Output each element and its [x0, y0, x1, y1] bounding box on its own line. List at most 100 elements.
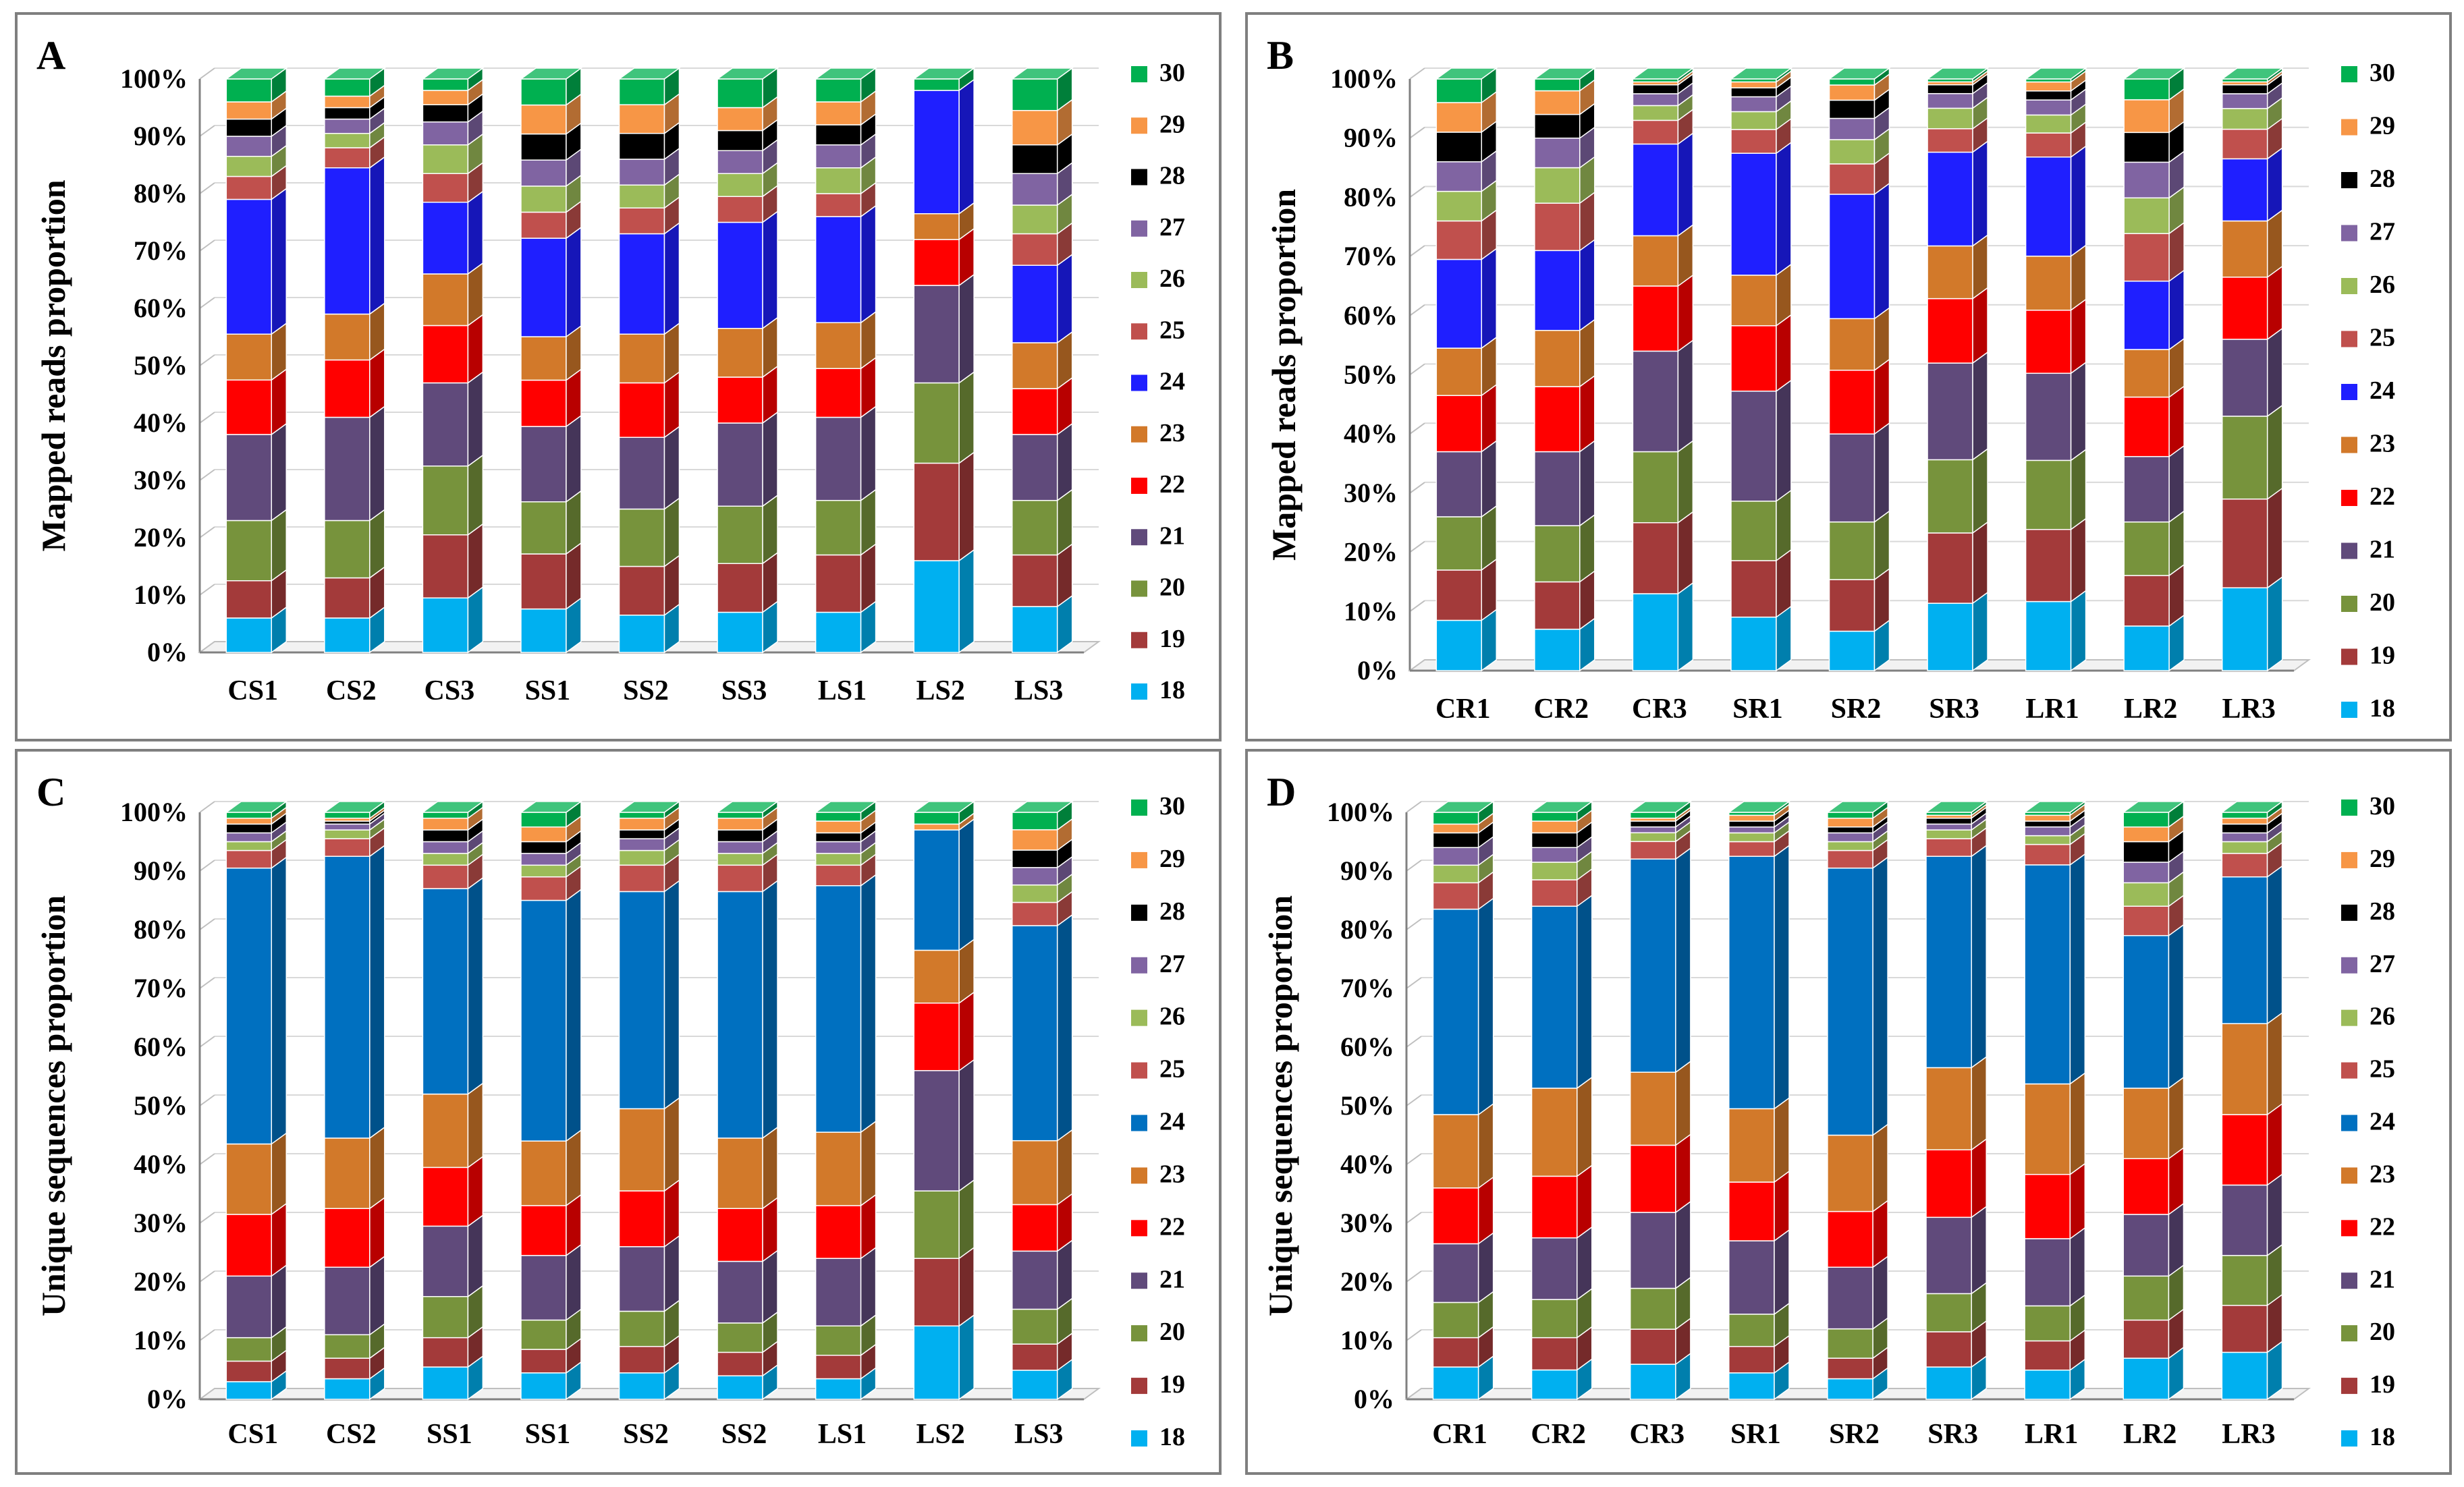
chart-a-legend-swatch — [1131, 478, 1147, 494]
chart-a-gridline-depth — [199, 469, 215, 481]
chart-a-bar-face — [324, 167, 371, 315]
chart-a-bar-face — [815, 322, 862, 369]
chart-c-bar-top — [912, 801, 976, 813]
chart-b-bar-face — [1534, 581, 1581, 630]
chart-d-bar-segment — [1531, 1076, 1593, 1177]
chart-a-legend-swatch — [1131, 683, 1147, 700]
chart-d-bar-face — [2123, 1357, 2170, 1400]
chart-c-legend-label: 24 — [1159, 1108, 1185, 1136]
chart-c-bar-face — [913, 1003, 960, 1071]
chart-b-bar-segment — [1730, 489, 1792, 562]
chart-c-legend-label: 25 — [1159, 1055, 1185, 1084]
chart-a-bar-segment — [225, 322, 288, 381]
chart-a-bar-face — [324, 147, 371, 169]
chart-b-bar-face — [1828, 194, 1876, 320]
chart-b-bar-face — [2123, 197, 2170, 234]
chart-d-gridline-depth — [1406, 1329, 1422, 1341]
chart-b-bar-segment — [1435, 383, 1498, 453]
chart-b-bar-segment — [2025, 145, 2087, 258]
chart-a-bar-segment — [422, 190, 484, 275]
chart-d-gridline-depth — [1406, 1212, 1422, 1224]
chart-c-bar-segment — [324, 844, 385, 1140]
chart-b-bar-face — [2025, 99, 2072, 116]
chart-d-bar-face — [1827, 849, 1873, 869]
chart-c-bar-face — [225, 841, 273, 851]
chart-a-bar-face — [618, 233, 665, 335]
chart-a-bar-segment — [717, 316, 778, 378]
chart-a-bar-side — [860, 405, 877, 502]
chart-b-bar-face — [2221, 158, 2268, 222]
chart-a-legend-swatch — [1131, 272, 1147, 288]
chart-a-bar-face — [815, 500, 862, 556]
chart-c-bar-face — [422, 888, 469, 1095]
chart-d-bar-segment — [1827, 1123, 1888, 1213]
chart-c-bar-segment — [422, 1082, 484, 1169]
chart-a-bar-face — [815, 416, 862, 501]
chart-c-bar-segment — [1011, 914, 1073, 1142]
chart-b-bar-segment — [2221, 265, 2283, 341]
chart-d-bar-face — [2123, 862, 2170, 884]
chart-b-bar-side — [1873, 422, 1890, 524]
chart-b-bar-side — [2266, 265, 2283, 341]
chart-d-y-tick-label: 70% — [1340, 973, 1394, 1003]
chart-a-bar-face — [1011, 500, 1058, 556]
chart-c-legend-swatch — [1131, 1220, 1147, 1237]
chart-a-bar-segment — [618, 121, 680, 161]
chart-a-bar-face — [422, 466, 469, 536]
chart-a-bar-face — [324, 107, 371, 120]
chart-c-bar-face — [815, 820, 862, 834]
chart-c-bar-segment — [1011, 855, 1073, 887]
chart-a-gridline-depth — [199, 125, 215, 137]
chart-d-bar-side — [1872, 1123, 1888, 1213]
chart-a-bar-segment — [422, 454, 484, 536]
chart-a-legend-swatch — [1131, 66, 1147, 82]
chart-c-bar-side — [1056, 1239, 1073, 1310]
chart-d-bar-face — [1925, 1216, 1972, 1295]
chart-d-bar-face — [1531, 1175, 1578, 1239]
chart-a-bar-segment — [520, 93, 582, 136]
chart-a-legend-swatch — [1131, 323, 1147, 340]
chart-b-bar-segment — [1435, 150, 1498, 193]
chart-a-bar-side — [467, 371, 484, 468]
chart-c-legend-label: 19 — [1159, 1370, 1185, 1399]
chart-b-bar-segment — [2025, 244, 2087, 312]
chart-b-bar-face — [1927, 151, 1973, 247]
chart-d-bar-side — [1477, 1102, 1494, 1189]
chart-b-bar-face — [1828, 318, 1876, 371]
chart-b-legend-swatch — [2341, 596, 2357, 612]
chart-a-bar-side — [958, 273, 975, 384]
chart-c-gridline-depth — [199, 1036, 215, 1048]
chart-c-legend-label: 21 — [1159, 1265, 1185, 1293]
chart-b-bar-segment — [1828, 358, 1890, 435]
chart-d-bar-side — [1577, 1164, 1593, 1239]
chart-b-bar-side — [1972, 287, 1988, 364]
chart-d-bar-face — [1531, 1237, 1578, 1300]
chart-c-bar-side — [663, 879, 680, 1110]
chart-b-bar-face — [1730, 111, 1777, 130]
chart-b-bar-face — [1534, 137, 1581, 169]
chart-d-bar-face — [1925, 1331, 1972, 1368]
chart-b-bar-top — [1533, 67, 1597, 80]
chart-c-bar-face — [913, 949, 960, 1004]
chart-c-bar-face — [520, 1140, 567, 1206]
chart-d-bar-segment — [1432, 1326, 1494, 1368]
chart-b-bar-side — [2070, 361, 2087, 461]
chart-b-bar-side — [2266, 576, 2283, 672]
chart-a-gridline-depth — [199, 297, 215, 309]
chart-a-bar-face — [913, 90, 960, 215]
chart-b-gridline-depth — [1409, 186, 1425, 198]
chart-b-bar-face — [2221, 339, 2268, 417]
chart-c-bar-segment — [717, 1250, 778, 1324]
chart-a-bar-segment — [815, 156, 877, 195]
chart-b-bar-side — [1481, 440, 1498, 518]
chart-a-bar-face — [520, 426, 567, 503]
chart-c-bar-face — [815, 885, 862, 1133]
chart-b-bar-face — [2025, 156, 2072, 257]
chart-b-bar-face — [2123, 78, 2170, 101]
chart-c-bar-face — [618, 829, 665, 839]
chart-b-bar-face — [1730, 87, 1777, 98]
chart-c-bar-face — [520, 1349, 567, 1374]
chart-d-bar-face — [1531, 1088, 1578, 1177]
chart-a-y-tick-label: 80% — [134, 178, 188, 208]
chart-b-category-label: CR3 — [1632, 694, 1687, 725]
